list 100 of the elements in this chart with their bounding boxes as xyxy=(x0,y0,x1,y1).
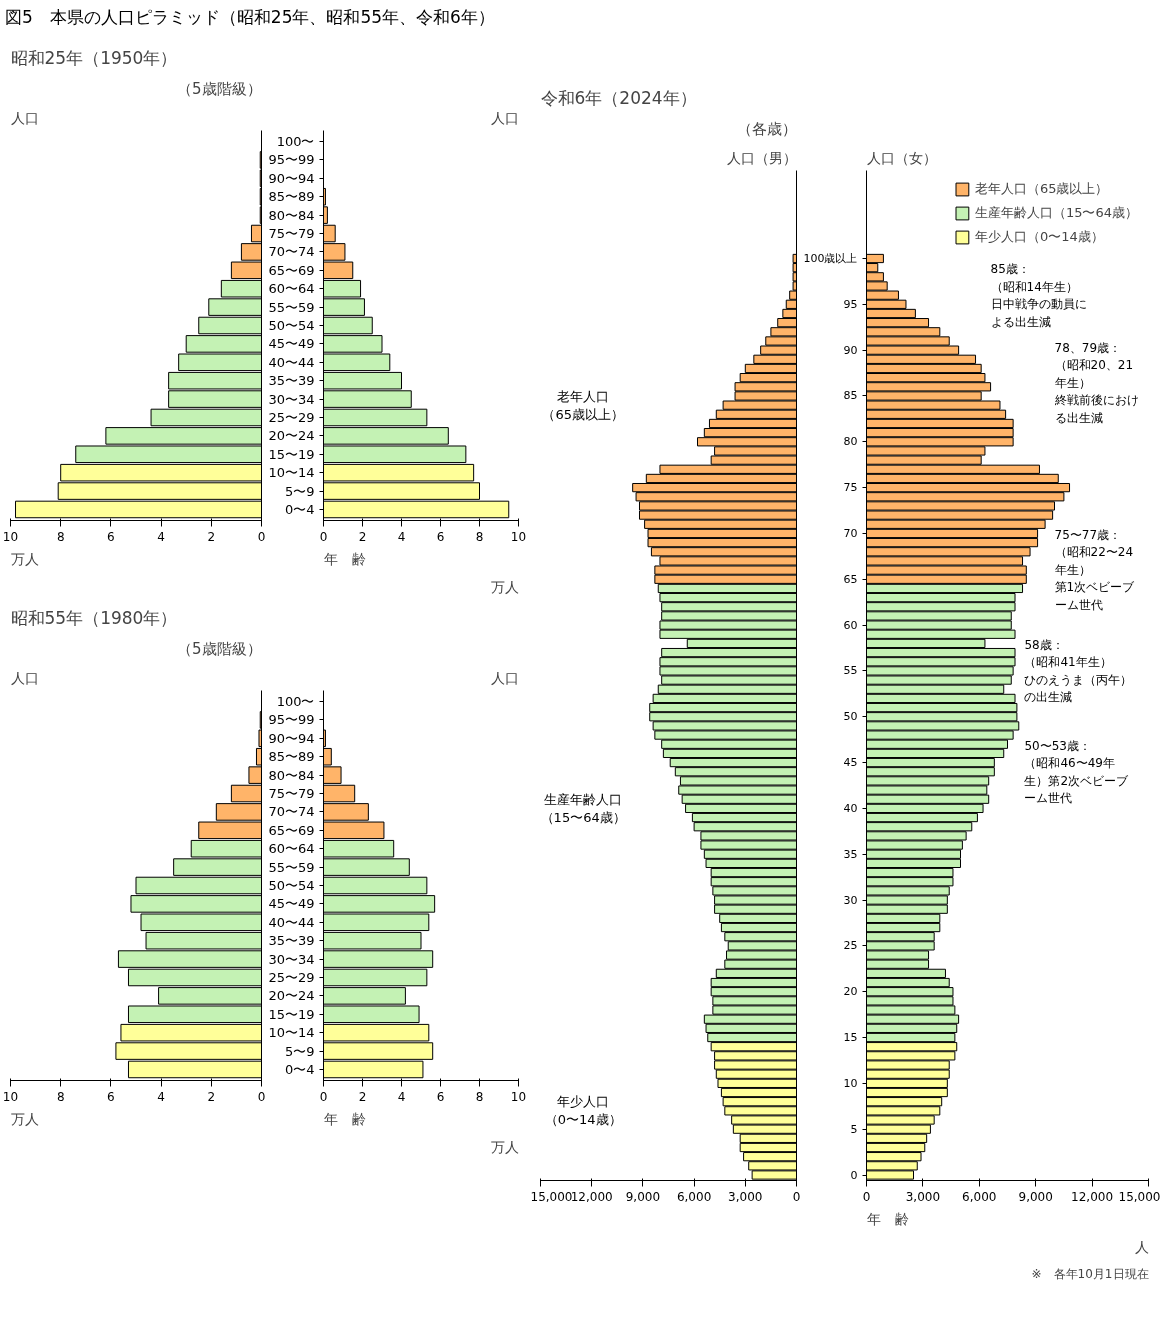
annotation: 85歳：（昭和14年生）日中戦争の動員による出生減 xyxy=(990,262,1087,329)
y-tick-label: 40〜44 xyxy=(268,914,315,930)
x-axis-title: 万人 xyxy=(490,578,519,595)
x-tick-label: 6 xyxy=(107,529,115,544)
x-tick-label: 0 xyxy=(257,1089,266,1104)
chart-subtitle: （5歳階級） xyxy=(176,79,262,98)
y-tick-label: 35〜39 xyxy=(268,933,315,949)
y-tick-label: 65〜69 xyxy=(268,822,315,838)
x-tick-label: 0 xyxy=(257,529,266,544)
x-tick-label: 2 xyxy=(358,1089,367,1104)
y-tick-label: 60〜64 xyxy=(268,281,315,297)
text: 年 齢 xyxy=(866,1210,909,1227)
legend-label: 老年人口（65歳以上） xyxy=(974,180,1109,198)
x-tick-label: 0 xyxy=(319,529,328,544)
annotation: 78、79歳：（昭和20、21年生）終戦前後における出生減 xyxy=(1053,340,1139,425)
y-axis-title: 人口 xyxy=(490,669,519,686)
annotation: 75〜77歳：（昭和22〜24年生）第1次ベビーブーム世代 xyxy=(1054,527,1136,612)
y-tick-label: 95〜99 xyxy=(268,712,315,728)
y-tick-label: 100歳以上 xyxy=(803,251,858,265)
y-tick-label: 80 xyxy=(843,435,858,449)
y-tick-label: 10〜14 xyxy=(268,1025,315,1041)
y-tick-label: 15〜19 xyxy=(268,446,315,462)
chart-subtitle: （5歳階級） xyxy=(176,639,262,658)
annotation: 50〜53歳：（昭和46〜49年生）第2次ベビーブーム世代 xyxy=(1024,738,1130,806)
x-tick-label: 6 xyxy=(107,1089,115,1104)
y-tick-label: 5 xyxy=(850,1122,858,1136)
x-tick-label: 6,000 xyxy=(676,1189,712,1204)
annotation: 老年人口（65歳以上） xyxy=(542,388,624,422)
y-tick-label: 45〜49 xyxy=(268,896,315,912)
chart-title: 昭和55年（1980年） xyxy=(10,607,178,628)
y-tick-label: 25〜29 xyxy=(268,969,315,985)
x-tick-label: 4 xyxy=(157,529,165,544)
x-tick-label: 12,000 xyxy=(1071,1189,1114,1204)
x-tick-label: 3,000 xyxy=(728,1189,763,1204)
y-tick-label: 0〜4 xyxy=(284,1061,315,1077)
y-tick-label: 10〜14 xyxy=(268,465,315,481)
x-tick-label: 10 xyxy=(2,1089,19,1104)
annotation: 生産年齢人口（15〜64歳） xyxy=(540,791,626,825)
y-tick-label: 20〜24 xyxy=(268,988,315,1004)
y-tick-label: 70〜74 xyxy=(268,244,315,260)
x-tick-label: 0 xyxy=(862,1189,871,1204)
y-tick-label: 85 xyxy=(843,389,858,403)
y-axis-title: 人口 xyxy=(10,669,39,686)
y-tick-label: 50 xyxy=(843,710,858,724)
y-tick-label: 90 xyxy=(843,343,858,357)
x-tick-label: 8 xyxy=(475,529,484,544)
y-tick-label: 35 xyxy=(843,847,858,861)
legend-label: 年少人口（0〜14歳） xyxy=(974,228,1104,246)
x-tick-label: 6 xyxy=(436,529,445,544)
x-tick-label: 8 xyxy=(56,1089,65,1104)
y-tick-label: 75〜79 xyxy=(268,226,315,242)
x-tick-label: 10 xyxy=(510,529,527,544)
y-tick-label: 50〜54 xyxy=(268,878,315,893)
x-tick-label: 6 xyxy=(436,1089,445,1104)
y-tick-label: 0〜4 xyxy=(284,501,315,517)
y-tick-label: 15 xyxy=(843,1031,858,1045)
y-axis-title: 人口（男） xyxy=(726,149,797,166)
x-tick-label: 4 xyxy=(157,1089,165,1104)
y-tick-label: 0 xyxy=(850,1168,858,1182)
y-tick-label: 80〜84 xyxy=(268,207,315,223)
y-tick-label: 65 xyxy=(843,572,858,586)
x-tick-label: 9,000 xyxy=(625,1189,661,1204)
y-tick-label: 75 xyxy=(843,481,858,495)
annotation: 年少人口（0〜14歳） xyxy=(544,1094,622,1128)
y-tick-label: 100〜 xyxy=(276,134,315,150)
x-axis-title: 万人 xyxy=(10,1110,39,1127)
y-tick-label: 20〜24 xyxy=(268,428,315,444)
text: 年 齢 xyxy=(323,1110,366,1127)
y-tick-label: 85〜89 xyxy=(268,749,315,765)
y-tick-label: 100〜 xyxy=(276,694,315,710)
y-tick-label: 40 xyxy=(843,801,858,815)
x-tick-label: 4 xyxy=(397,529,406,544)
y-tick-label: 95〜99 xyxy=(268,152,315,168)
y-tick-label: 80〜84 xyxy=(268,767,315,783)
y-tick-label: 70 xyxy=(843,526,858,540)
x-tick-label: 4 xyxy=(397,1089,406,1104)
text: ※ 各年10月1日現在 xyxy=(1031,1266,1149,1281)
y-tick-label: 90〜94 xyxy=(268,170,315,186)
y-axis-title: 人口 xyxy=(490,109,519,126)
x-tick-label: 3,000 xyxy=(905,1189,941,1204)
y-tick-label: 60〜64 xyxy=(268,841,315,857)
x-axis-title: 人 xyxy=(1134,1238,1149,1255)
y-tick-label: 30〜34 xyxy=(268,951,315,967)
annotation: 58歳：（昭和41年生）ひのえうま（丙午）の出生減 xyxy=(1024,637,1133,705)
x-axis-title: 万人 xyxy=(10,550,39,567)
y-tick-label: 15〜19 xyxy=(268,1006,315,1022)
y-tick-label: 45〜49 xyxy=(268,336,315,352)
y-tick-label: 55 xyxy=(843,664,858,678)
y-tick-label: 90〜94 xyxy=(268,730,315,746)
x-tick-label: 15,000 xyxy=(1118,1189,1161,1204)
x-axis-title: 万人 xyxy=(490,1138,519,1155)
y-tick-label: 40〜44 xyxy=(268,354,315,370)
x-tick-label: 10 xyxy=(2,529,19,544)
y-tick-label: 55〜59 xyxy=(268,859,315,875)
chart-title: 令和6年（2024年） xyxy=(540,87,697,108)
y-tick-label: 75〜79 xyxy=(268,786,315,802)
x-tick-label: 2 xyxy=(207,1089,216,1104)
chart-title: 昭和25年（1950年） xyxy=(10,47,178,68)
y-tick-label: 60 xyxy=(843,618,858,632)
y-tick-label: 70〜74 xyxy=(268,804,315,820)
